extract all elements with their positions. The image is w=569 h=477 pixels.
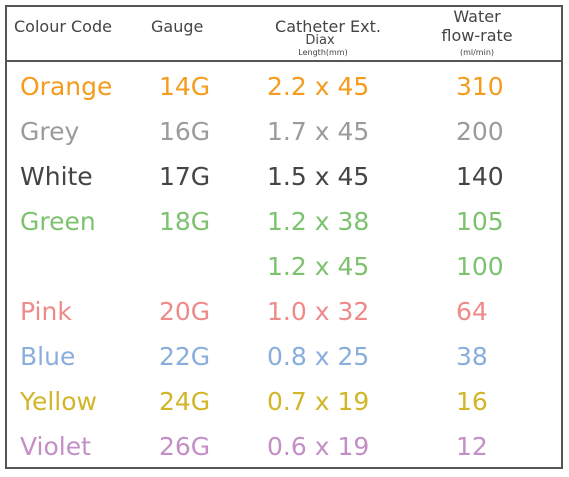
cell-catheter: 0.6 x 19 — [267, 432, 370, 461]
cell-flow: 12 — [456, 432, 488, 461]
cell-catheter: 1.5 x 45 — [267, 162, 370, 191]
header-gauge: Gauge — [151, 17, 204, 36]
table-row: White 17G 1.5 x 45 140 — [0, 155, 569, 199]
cell-catheter: 2.2 x 45 — [267, 72, 370, 101]
cell-catheter: 0.8 x 25 — [267, 342, 370, 371]
header-colour-code: Colour Code — [14, 17, 112, 36]
header-catheter-unit: Length(mm) — [298, 48, 348, 57]
cell-gauge: 24G — [159, 387, 211, 416]
cell-flow: 100 — [456, 252, 504, 281]
cell-gauge: 18G — [159, 207, 211, 236]
cell-colour: Green — [20, 207, 96, 236]
cell-gauge: 20G — [159, 297, 211, 326]
cell-gauge: 16G — [159, 117, 211, 146]
table-row: Violet 26G 0.6 x 19 12 — [0, 425, 569, 469]
cell-colour: Violet — [20, 432, 91, 461]
cell-colour: Pink — [20, 297, 72, 326]
cell-flow: 16 — [456, 387, 488, 416]
table-row: Orange 14G 2.2 x 45 310 — [0, 65, 569, 109]
header-water-unit: (ml/min) — [459, 48, 495, 57]
cell-colour: Blue — [20, 342, 76, 371]
cell-flow: 310 — [456, 72, 504, 101]
header-catheter: Catheter Ext. — [275, 17, 381, 36]
header-water-line1: Water — [453, 7, 501, 26]
cell-catheter: 0.7 x 19 — [267, 387, 370, 416]
header-catheter-dia: Diax — [305, 33, 335, 48]
table-row: Pink 20G 1.0 x 32 64 — [0, 290, 569, 334]
cell-catheter: 1.7 x 45 — [267, 117, 370, 146]
cell-colour: Grey — [20, 117, 80, 146]
table-row: Grey 16G 1.7 x 45 200 — [0, 110, 569, 154]
cell-catheter: 1.0 x 32 — [267, 297, 370, 326]
cell-colour: Yellow — [20, 387, 97, 416]
header-water-line2: flow-rate — [441, 26, 513, 45]
cell-catheter: 1.2 x 38 — [267, 207, 370, 236]
cell-colour: White — [20, 162, 93, 191]
table-row: Blue 22G 0.8 x 25 38 — [0, 335, 569, 379]
table-row: Green 18G 1.2 x 38 105 — [0, 200, 569, 244]
cell-catheter: 1.2 x 45 — [267, 252, 370, 281]
cell-flow: 64 — [456, 297, 488, 326]
cell-flow: 38 — [456, 342, 488, 371]
header-divider — [5, 60, 563, 62]
table-row: 1.2 x 45 100 — [0, 245, 569, 289]
cell-flow: 200 — [456, 117, 504, 146]
cell-gauge: 26G — [159, 432, 211, 461]
cell-flow: 105 — [456, 207, 504, 236]
cell-gauge: 14G — [159, 72, 211, 101]
table-row: Yellow 24G 0.7 x 19 16 — [0, 380, 569, 424]
cell-flow: 140 — [456, 162, 504, 191]
cell-gauge: 22G — [159, 342, 211, 371]
cell-colour: Orange — [20, 72, 113, 101]
table-frame — [5, 5, 563, 469]
cell-gauge: 17G — [159, 162, 211, 191]
